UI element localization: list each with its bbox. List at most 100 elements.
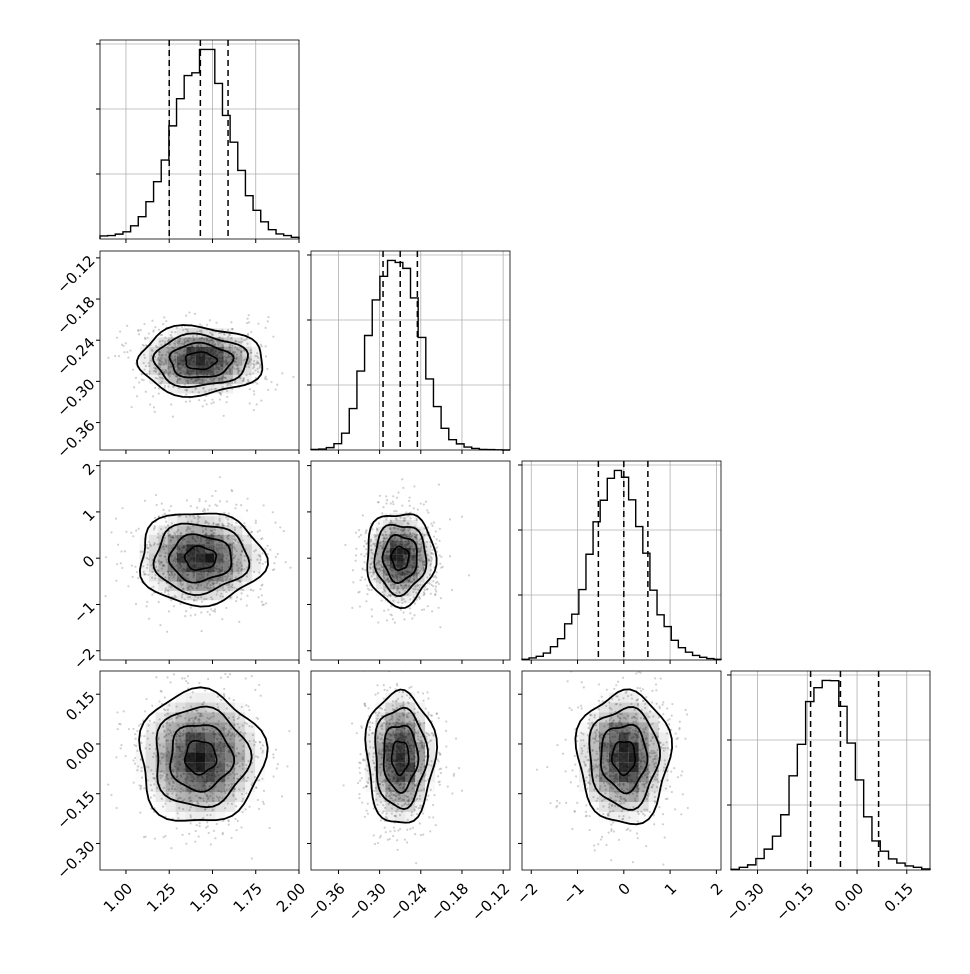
scatter-point xyxy=(240,826,242,828)
scatter-point xyxy=(392,495,394,497)
scatter-point xyxy=(272,775,274,777)
scatter-point xyxy=(130,532,132,534)
scatter-point xyxy=(355,548,357,550)
density-cell xyxy=(225,802,235,812)
scatter-point xyxy=(435,530,437,532)
scatter-point xyxy=(253,390,255,392)
scatter-point xyxy=(131,406,133,408)
density-cell xyxy=(397,555,404,562)
scatter-point xyxy=(373,834,375,836)
density-cell xyxy=(214,516,223,525)
scatter-point xyxy=(453,773,455,775)
scatter-point xyxy=(408,687,410,689)
scatter-point xyxy=(118,355,120,357)
scatter-point xyxy=(208,505,210,507)
scatter-point xyxy=(146,698,148,700)
scatter-point xyxy=(198,682,200,684)
scatter-point xyxy=(213,401,215,403)
scatter-point xyxy=(425,501,427,503)
scatter-point xyxy=(364,703,366,705)
scatter-point xyxy=(116,563,118,565)
scatter-point xyxy=(356,732,358,734)
density-cell xyxy=(404,541,411,548)
density-cell xyxy=(195,722,205,732)
scatter-point xyxy=(152,395,154,397)
scatter-point xyxy=(104,595,106,597)
scatter-point xyxy=(143,344,145,346)
scatter-point xyxy=(440,772,442,774)
scatter-point xyxy=(206,324,208,326)
scatter-point xyxy=(386,619,388,621)
density-cell xyxy=(252,554,261,563)
scatter-point xyxy=(226,500,228,502)
scatter-point xyxy=(403,618,405,620)
scatter-point xyxy=(223,512,225,514)
density-cell xyxy=(186,384,195,393)
scatter-point xyxy=(272,511,274,513)
scatter-point xyxy=(380,599,382,601)
density-cell xyxy=(205,792,215,802)
scatter-point xyxy=(413,485,415,487)
scatter-point xyxy=(235,504,237,506)
density-cell xyxy=(177,525,186,534)
density-cell xyxy=(175,732,185,742)
scatter-point xyxy=(126,325,128,327)
scatter-point xyxy=(214,837,216,839)
scatter-point xyxy=(385,495,387,497)
scatter-point xyxy=(364,705,366,707)
scatter-point xyxy=(393,510,395,512)
scatter-point xyxy=(259,663,261,665)
scatter-point xyxy=(245,677,247,679)
scatter-point xyxy=(422,812,424,814)
density-cell xyxy=(205,507,214,516)
scatter-point xyxy=(451,792,453,794)
scatter-point xyxy=(132,759,134,761)
scatter-point xyxy=(202,405,204,407)
density-cell xyxy=(177,544,186,553)
panel-content xyxy=(344,478,470,628)
density-cell xyxy=(215,742,225,752)
scatter-point xyxy=(420,834,422,836)
density-cell xyxy=(136,772,146,782)
scatter-point xyxy=(449,555,451,557)
scatter-point xyxy=(154,387,156,389)
density-cell xyxy=(404,520,411,527)
scatter-point xyxy=(352,581,354,583)
scatter-point xyxy=(151,705,153,707)
scatter-point xyxy=(246,509,248,511)
scatter-point xyxy=(261,601,263,603)
scatter-point xyxy=(131,576,133,578)
scatter-point xyxy=(411,617,413,619)
scatter-point xyxy=(207,611,209,613)
scatter-point xyxy=(265,345,267,347)
scatter-point xyxy=(170,403,172,405)
scatter-point xyxy=(264,548,266,550)
scatter-point xyxy=(149,403,151,405)
scatter-point xyxy=(445,730,447,732)
density-cell xyxy=(225,712,235,722)
scatter-point xyxy=(209,613,211,615)
scatter-point xyxy=(320,534,322,536)
scatter-point xyxy=(211,398,213,400)
scatter-point xyxy=(438,781,440,783)
scatter-point xyxy=(433,521,435,523)
scatter-point xyxy=(376,684,378,686)
scatter-point xyxy=(438,540,440,542)
scatter-point xyxy=(143,787,145,789)
scatter-point xyxy=(416,813,418,815)
scatter-point xyxy=(427,697,429,699)
scatter-point xyxy=(143,379,145,381)
scatter-point xyxy=(269,549,271,551)
scatter-point xyxy=(257,718,259,720)
scatter-point xyxy=(269,827,271,829)
scatter-point xyxy=(161,503,163,505)
scatter-point xyxy=(359,753,361,755)
scatter-point xyxy=(207,668,209,670)
density-cell xyxy=(418,548,425,555)
scatter-point xyxy=(123,351,125,353)
scatter-point xyxy=(146,337,148,339)
scatter-point xyxy=(238,621,240,623)
density-cell xyxy=(175,762,185,772)
scatter-point xyxy=(377,501,379,503)
